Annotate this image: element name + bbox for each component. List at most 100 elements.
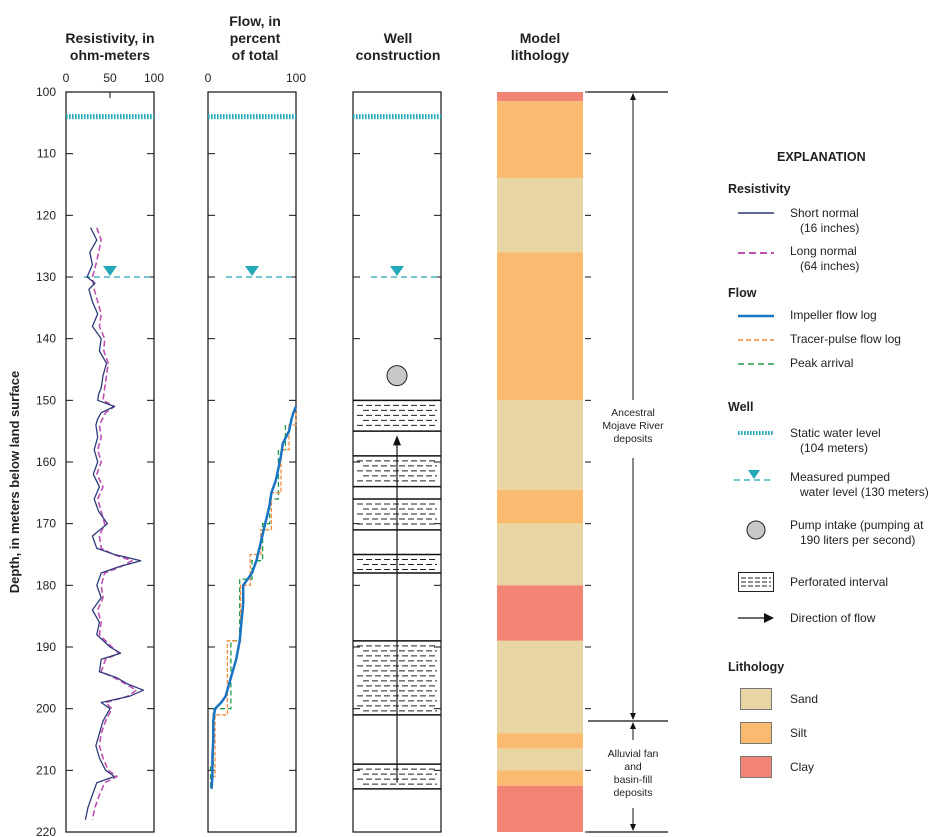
pump-intake-label: Pump intake (pumping at 190 liters per s…	[790, 518, 923, 548]
long-normal-label: Long normal (64 inches)	[790, 244, 859, 274]
resistivity-panel: 0 50 100	[63, 71, 164, 833]
depth-tick-label: 190	[36, 640, 56, 654]
well-header-line1: Well	[383, 30, 413, 46]
depth-tick-label: 120	[36, 208, 56, 222]
depth-axis: 100 110 120 130 140 150 160 170 180 190 200 210 220 D…	[7, 85, 56, 837]
legend-well-title: Well	[728, 400, 754, 414]
long-normal-swatch	[738, 252, 774, 254]
alluvial-deposits-label: Alluvial fan	[608, 748, 659, 760]
depth-axis-label: Depth, in meters below land surface	[7, 371, 22, 594]
silt-label: Silt	[790, 726, 807, 740]
well-pumped-water-marker	[390, 266, 404, 276]
alluvial-deposits-label: deposits	[613, 787, 652, 799]
tracer-label: Tracer-pulse flow log	[790, 332, 901, 346]
short-normal-label-line2: (16 inches)	[800, 221, 860, 235]
depth-tick-label: 100	[36, 85, 56, 99]
flow-direction-swatch	[738, 613, 774, 623]
ancestral-arrow-top	[630, 93, 636, 100]
depth-tick-label: 200	[36, 702, 56, 716]
lithology-block-sand	[497, 400, 583, 490]
flow-header-line2: percent	[229, 30, 281, 46]
flow-direction-arrowhead	[393, 435, 401, 446]
flow-frame	[207, 91, 297, 833]
well-header: Well construction	[338, 30, 458, 64]
static-water-label-line2: (104 meters)	[800, 441, 869, 455]
legend-title: EXPLANATION	[777, 150, 866, 164]
resistivity-header-line2: ohm-meters	[69, 47, 151, 63]
short-normal-label-line1: Short normal	[790, 206, 859, 220]
depth-tick-label: 160	[36, 455, 56, 469]
pump-intake-label-line1: Pump intake (pumping at	[790, 518, 924, 532]
impeller-flow-curve	[210, 406, 298, 789]
lithology-block-silt	[497, 101, 583, 179]
resistivity-scale-label: 0	[63, 71, 70, 85]
res-pumped-water-marker	[103, 266, 117, 276]
short-normal-label: Short normal (16 inches)	[790, 206, 859, 236]
legend-resistivity-title: Resistivity	[728, 182, 791, 196]
lithology-block-clay	[497, 785, 583, 832]
alluvial-arrow-top	[630, 722, 636, 729]
lithology-block-silt	[497, 770, 583, 786]
alluvial-deposits-label: basin-fill	[614, 774, 653, 786]
alluvial-deposits-label: and	[624, 761, 642, 773]
lithology-block-clay	[497, 585, 583, 641]
short-normal-curve	[84, 227, 145, 820]
lithology-block-sand	[497, 523, 583, 586]
lithology-block-silt	[497, 489, 583, 524]
legend-lithology-title: Lithology	[728, 660, 785, 674]
flow-header: Flow, in percent of total	[195, 13, 315, 64]
resistivity-scale-label: 100	[144, 71, 164, 85]
ancestral-deposits-label: Mojave River	[602, 420, 664, 432]
perforated-swatch	[738, 572, 774, 592]
silt-swatch	[740, 722, 772, 744]
resistivity-header-line1: Resistivity, in	[65, 30, 155, 46]
lithology-block-clay	[497, 92, 583, 102]
lithology-header: Model lithology	[480, 30, 600, 64]
legend-flow-title: Flow	[728, 286, 757, 300]
impeller-swatch	[738, 314, 774, 318]
resistivity-scale-label: 50	[103, 71, 117, 85]
lithology-block-silt	[497, 733, 583, 749]
lithology-block-sand	[497, 640, 583, 734]
well-header-line2: construction	[355, 47, 441, 63]
depth-tick-label: 150	[36, 393, 56, 407]
pump-intake-marker	[386, 365, 408, 387]
long-normal-label-line1: Long normal	[790, 244, 857, 258]
depth-tick-label: 170	[36, 517, 56, 531]
depth-tick-label: 130	[36, 270, 56, 284]
alluvial-arrow-bottom	[630, 824, 636, 831]
clay-swatch	[740, 756, 772, 778]
tracer-pulse-curve	[210, 406, 297, 789]
static-water-label-line1: Static water level	[790, 426, 881, 440]
depth-tick-label: 210	[36, 763, 56, 777]
well-construction-panel	[352, 91, 442, 833]
lithology-header-line1: Model	[519, 30, 561, 46]
peak-label: Peak arrival	[790, 356, 854, 370]
flow-scale-label: 0	[205, 71, 212, 85]
flow-direction-label: Direction of flow	[790, 611, 876, 625]
flow-header-line1: Flow, in	[229, 13, 281, 29]
sand-swatch	[740, 688, 772, 710]
pumped-water-label: Measured pumped water level (130 meters)	[790, 470, 929, 500]
depth-tick-label: 110	[37, 147, 56, 161]
long-normal-label-line2: (64 inches)	[800, 259, 860, 273]
lithology-panel	[497, 91, 591, 833]
sand-label: Sand	[790, 692, 819, 706]
pump-intake-swatch	[746, 520, 766, 540]
tracer-swatch	[738, 339, 774, 341]
pumped-water-label-line2: water level (130 meters)	[800, 485, 929, 499]
resistivity-header: Resistivity, in ohm-meters	[50, 30, 170, 64]
pumped-water-label-line1: Measured pumped	[790, 470, 891, 484]
lithology-header-line2: lithology	[510, 47, 570, 63]
pumped-water-swatch	[734, 470, 774, 481]
impeller-label: Impeller flow log	[790, 308, 877, 322]
flow-scale-label: 100	[286, 71, 306, 85]
static-water-label: Static water level (104 meters)	[790, 426, 881, 456]
perforated-label: Perforated interval	[790, 575, 889, 589]
depth-tick-label: 220	[36, 825, 56, 837]
ancestral-deposits-label: Ancestral	[611, 407, 655, 419]
lithology-block-silt	[497, 252, 583, 401]
depth-tick-label: 180	[36, 578, 56, 592]
